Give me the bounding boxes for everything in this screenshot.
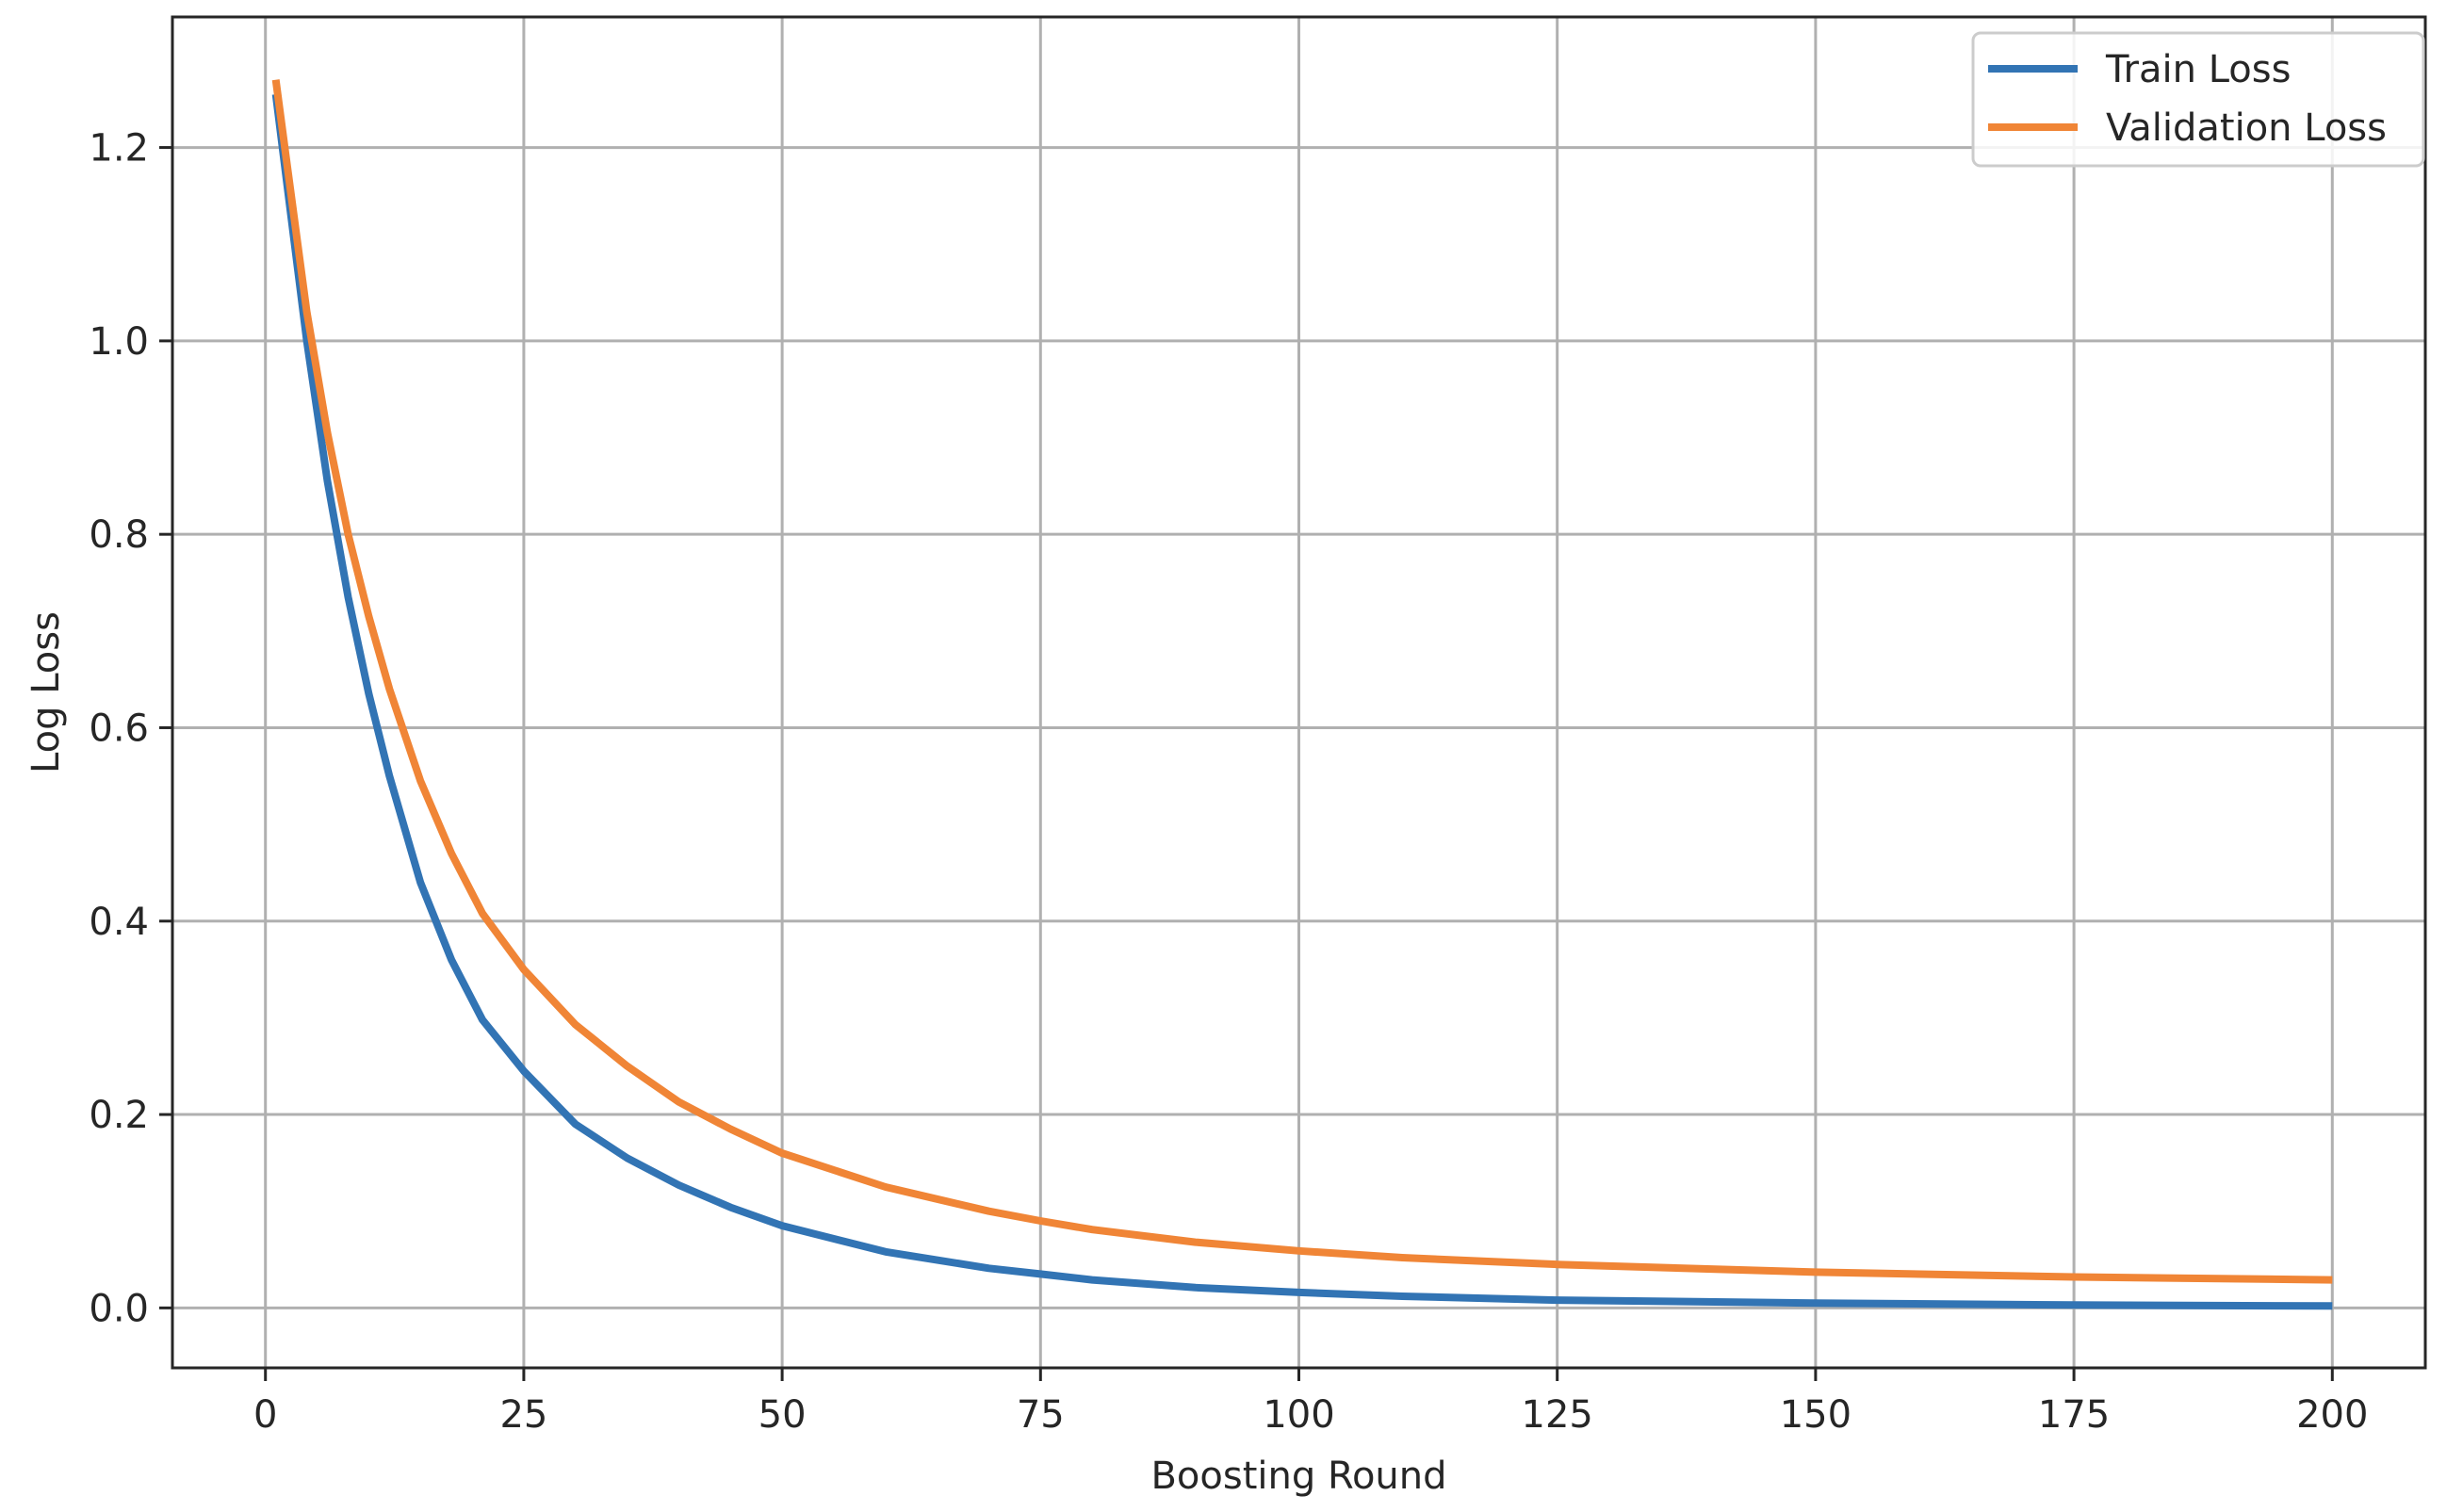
x-tick-label: 100 [1263,1393,1334,1437]
x-axis-ticks: 0 25 50 75 100 125 150 175 200 [253,1368,2368,1437]
y-tick-label: 0.6 [89,707,149,750]
x-tick-label: 175 [2038,1393,2110,1437]
y-tick-label: 1.0 [89,320,149,364]
series-line-validation-loss [271,79,2333,1284]
y-tick-label: 0.8 [89,513,149,557]
legend: Train Loss Validation Loss [1971,31,2425,168]
y-tick-label: 1.2 [89,127,149,171]
legend-box [1971,31,2425,168]
y-axis-label: Log Loss [24,611,68,773]
x-axis-label: Boosting Round [1150,1455,1446,1498]
y-tick-label: 0.4 [89,901,149,944]
x-tick-label: 0 [253,1393,277,1437]
x-tick-label: 25 [499,1393,547,1437]
x-tick-label: 125 [1522,1393,1593,1437]
legend-label: Validation Loss [2106,106,2387,150]
x-tick-label: 150 [1780,1393,1851,1437]
x-tick-label: 200 [2296,1393,2368,1437]
legend-label: Train Loss [2105,48,2291,91]
y-tick-label: 0.2 [89,1094,149,1137]
x-tick-label: 75 [1017,1393,1065,1437]
y-axis-ticks: 0.0 0.2 0.4 0.6 0.8 1.0 1.2 [89,127,172,1330]
x-tick-label: 50 [758,1393,807,1437]
y-tick-label: 0.0 [89,1287,149,1330]
series-line-train-loss [271,93,2333,1310]
series-lines [271,79,2333,1310]
